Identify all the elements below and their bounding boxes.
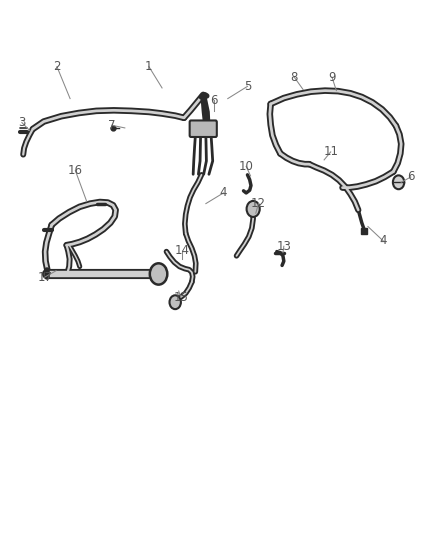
Text: 12: 12 [251,197,266,210]
Text: 13: 13 [276,240,291,253]
Text: 3: 3 [18,116,25,129]
Text: 15: 15 [173,291,188,304]
Circle shape [170,295,181,309]
Text: 4: 4 [219,187,227,199]
Text: 9: 9 [328,71,336,84]
Circle shape [150,263,167,285]
Text: 5: 5 [244,80,251,93]
Circle shape [393,175,404,189]
Text: 11: 11 [323,146,338,158]
Text: 16: 16 [68,164,83,177]
Text: 2: 2 [53,60,61,73]
Text: 17: 17 [37,271,52,284]
Text: 4: 4 [379,235,387,247]
Text: 8: 8 [291,71,298,84]
Text: 6: 6 [407,171,415,183]
Text: 1: 1 [145,60,153,73]
Circle shape [247,201,260,217]
Text: 7: 7 [108,119,116,132]
Text: 6: 6 [210,94,218,107]
Text: 10: 10 [239,160,254,173]
FancyBboxPatch shape [190,120,217,137]
Text: 14: 14 [175,244,190,257]
